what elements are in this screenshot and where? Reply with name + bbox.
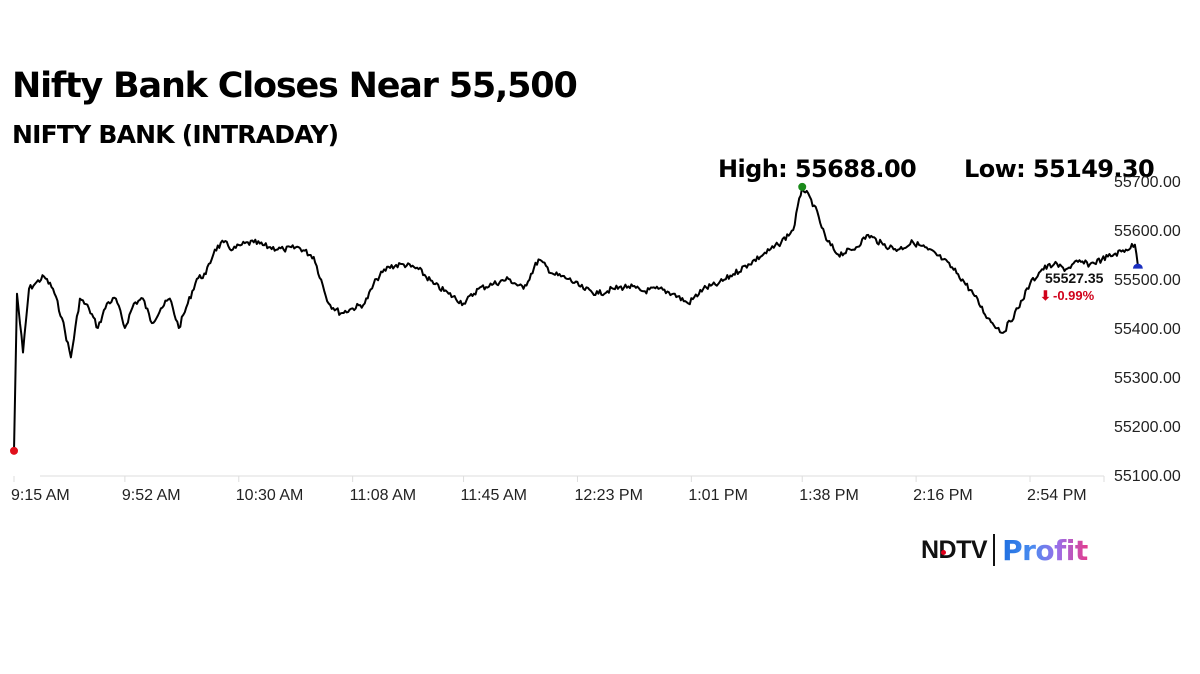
x-axis-labels: 9:15 AM 9:52 AM 10:30 AM 11:08 AM 11:45 AM 12…: [11, 487, 1087, 504]
y-tick-label: 55200.00: [1114, 419, 1181, 436]
x-tick-label: 2:54 PM: [1027, 487, 1087, 504]
x-tick-label: 9:15 AM: [11, 487, 70, 504]
x-axis-tick-marks: [13, 476, 1105, 482]
last-price-label: 55527.35: [1045, 270, 1104, 286]
last-price-marker: [1132, 263, 1143, 269]
y-tick-label: 55500.00: [1114, 272, 1181, 289]
y-axis-labels: 55700.00 55600.00 55500.00 55400.00 55300.00…: [1114, 174, 1181, 485]
line-chart: 9:15 AM 9:52 AM 10:30 AM 11:08 AM 11:45 AM 12…: [10, 174, 1181, 504]
x-tick-label: 1:01 PM: [688, 487, 748, 504]
low-marker: [10, 446, 18, 455]
logo-dot-icon: [941, 549, 946, 555]
chart-title: Nifty Bank Closes Near 55,500: [12, 66, 578, 106]
y-tick-label: 55700.00: [1114, 174, 1181, 191]
arrow-down-icon: ⬇: [1040, 288, 1051, 303]
ndtv-profit-logo: NDTV Profit: [921, 532, 1088, 568]
logo-divider: [993, 534, 996, 566]
y-tick-label: 55300.00: [1114, 370, 1181, 387]
logo-brand: NDTV: [921, 535, 988, 564]
logo-product: Profit: [1002, 533, 1088, 567]
low-label: Low: 55149.30: [964, 155, 1155, 183]
x-tick-label: 11:08 AM: [350, 487, 416, 504]
x-tick-label: 11:45 AM: [461, 487, 527, 504]
x-tick-label: 1:38 PM: [799, 487, 859, 504]
y-tick-label: 55400.00: [1114, 321, 1181, 338]
y-tick-label: 55100.00: [1114, 468, 1181, 485]
x-tick-label: 9:52 AM: [122, 487, 181, 504]
high-label: High: 55688.00: [718, 155, 917, 183]
y-tick-label: 55600.00: [1114, 223, 1181, 240]
x-tick-label: 10:30 AM: [236, 487, 304, 504]
x-tick-label: 12:23 PM: [574, 487, 642, 504]
x-tick-label: 2:16 PM: [913, 487, 973, 504]
price-line: [13, 185, 1139, 451]
chart-subtitle: NIFTY BANK (INTRADAY): [12, 120, 339, 149]
high-marker: [798, 182, 807, 191]
last-change-label: -0.99%: [1053, 288, 1095, 303]
